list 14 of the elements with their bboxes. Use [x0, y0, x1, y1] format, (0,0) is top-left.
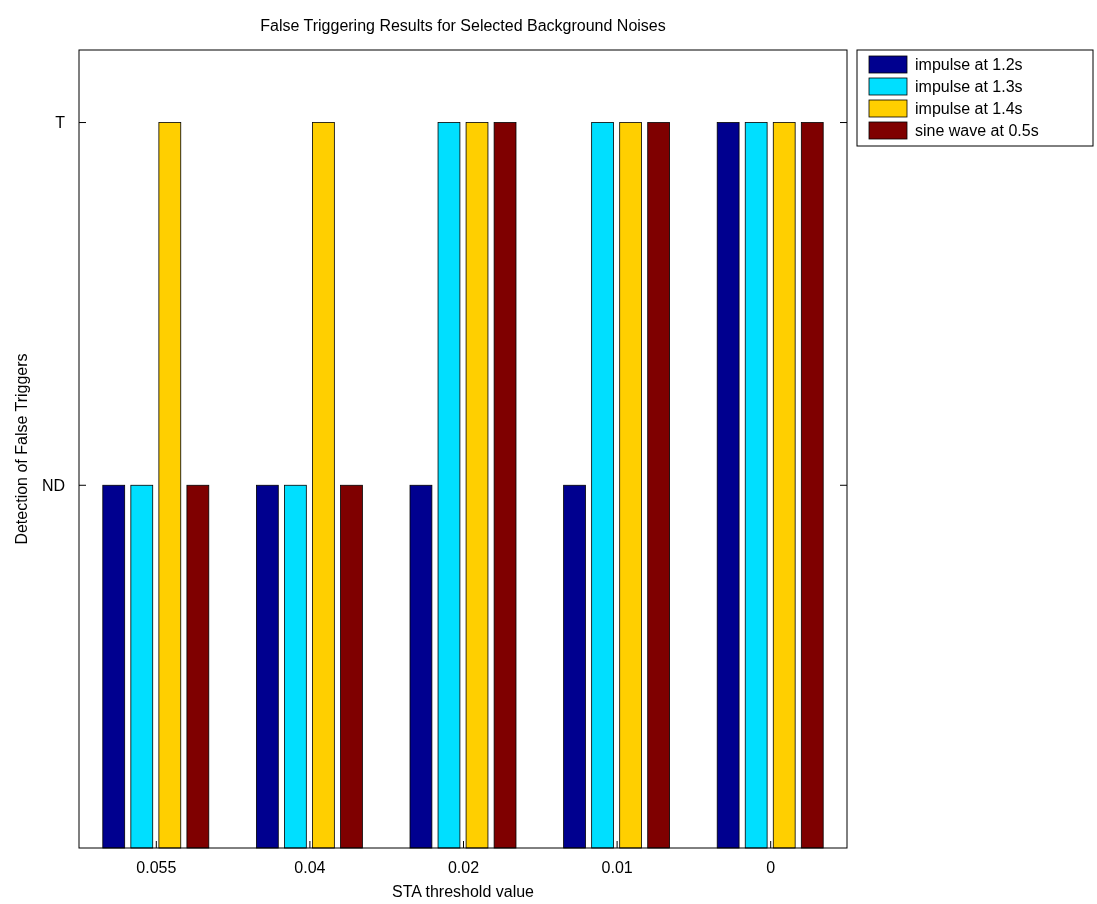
text: T: [55, 114, 66, 132]
x-axis-title: STA threshold value: [391, 883, 535, 900]
x-tick-label: 0.04: [294, 859, 326, 877]
text: ND: [41, 476, 65, 494]
legend-label: impulse at 1.2s: [915, 56, 1023, 73]
chart-title: False Triggering Results for Selected Background Noises: [260, 17, 666, 34]
x-tick-label: 0: [766, 859, 776, 877]
x-tick-label: 0.02: [447, 859, 480, 877]
legend-label: impulse at 1.3s: [915, 78, 1023, 95]
x-tick-label: 0.01: [601, 859, 633, 877]
legend-label: impulse at 1.4s: [915, 100, 1023, 117]
x-tick-label: 0.055: [136, 859, 177, 877]
legend-label: sine wave at 0.5s: [915, 122, 1039, 139]
y-axis-title: Detection of False Triggers: [13, 353, 30, 545]
